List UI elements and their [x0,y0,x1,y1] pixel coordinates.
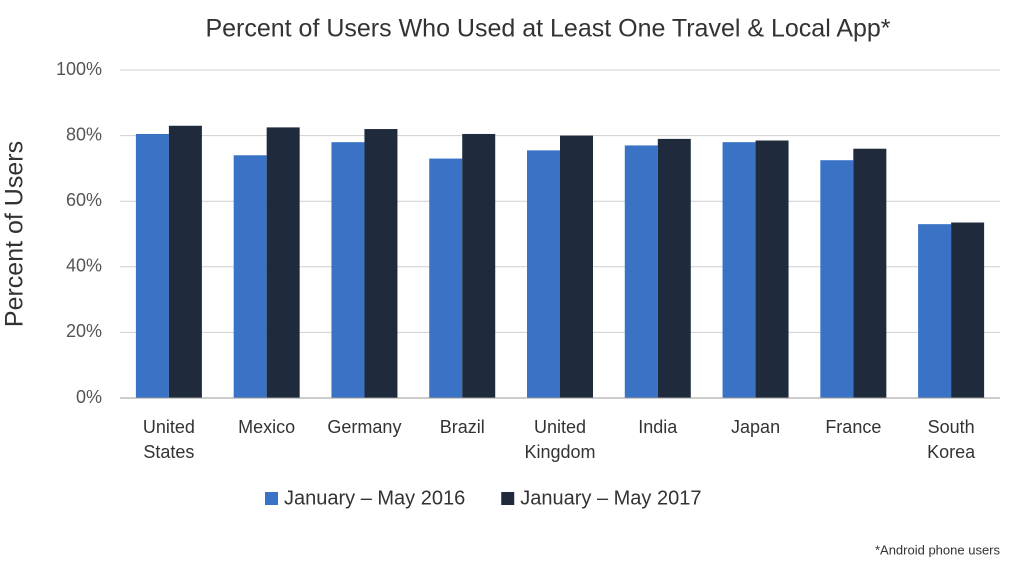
bar [560,135,593,398]
bar [657,138,691,398]
x-tick-label: South Korea [927,417,976,462]
y-tick-label: 40% [66,256,102,276]
legend-swatch [501,492,515,505]
y-axis-label: Percent of Users [1,141,29,327]
legend-label: January – May 2017 [520,487,701,509]
bar [951,222,985,398]
x-tick-label: India [638,417,678,437]
legend-swatch [265,492,278,505]
x-tick-label: Mexico [238,417,295,437]
bar [853,148,887,398]
bar [820,160,854,398]
bar [624,145,658,398]
legend-label: January – May 2016 [284,487,465,509]
bar [527,150,560,398]
y-tick-label: 20% [66,321,102,341]
bar [918,224,952,398]
bar [429,158,463,398]
bar [364,129,398,399]
bar [331,142,365,398]
y-tick-label: 0% [76,387,102,407]
footnote: *Android phone users [875,542,1001,557]
x-tick-label: Germany [327,417,401,437]
bar [462,133,496,398]
y-tick-label: 100% [56,59,102,79]
bar [755,140,789,398]
y-tick-label: 60% [66,190,102,210]
bar [266,127,300,399]
y-tick-label: 80% [66,124,102,144]
bar [168,125,202,398]
x-tick-label: France [825,417,881,437]
bar [722,142,756,398]
chart-title: Percent of Users Who Used at Least One T… [205,15,890,43]
x-tick-label: Brazil [440,417,485,437]
x-tick-label: United Kingdom [524,417,595,462]
x-tick-label: Japan [731,417,780,437]
bar [135,133,169,398]
bar [233,155,267,398]
x-tick-label: United States [143,417,195,462]
